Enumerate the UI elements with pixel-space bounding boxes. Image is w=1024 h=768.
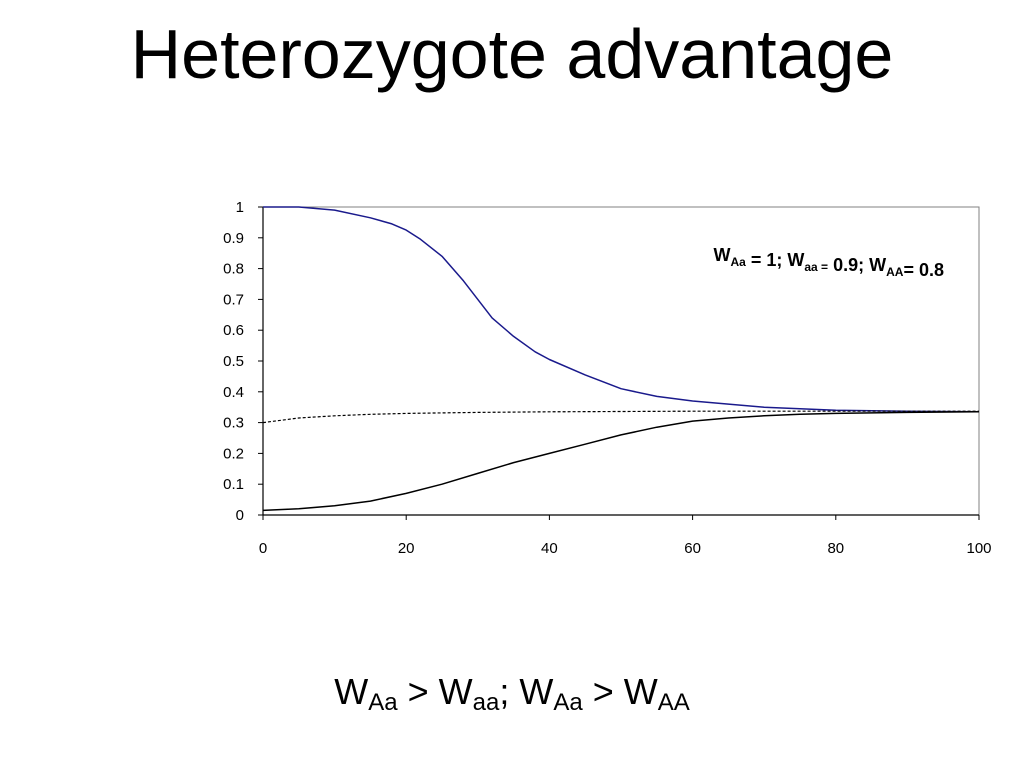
y-tick-label: 0 — [236, 507, 244, 524]
y-tick-label: 0.3 — [223, 415, 244, 432]
caption-operator: > — [582, 671, 624, 712]
annotation-text: = 0.8 — [903, 260, 944, 280]
x-tick-label: 80 — [827, 540, 844, 557]
fitness-annotation: WAa = 1; Waa = 0.9; WAA= 0.8 — [714, 245, 945, 280]
y-tick-label: 0.7 — [223, 291, 244, 308]
plot-area — [262, 206, 980, 516]
caption-operator: ; — [499, 671, 520, 712]
annotation-text: = 1; — [746, 250, 788, 270]
annotation-subscript: aa = — [804, 260, 828, 274]
x-tick-label: 40 — [541, 540, 558, 557]
y-tick-label: 1 — [236, 199, 244, 216]
caption-text: WAa > Waa; WAa > WAA — [334, 671, 689, 715]
caption-subscript: Aa — [553, 689, 583, 716]
y-tick-label: 0.6 — [223, 322, 244, 339]
x-tick-label: 60 — [684, 540, 701, 557]
caption-symbol: W — [334, 671, 369, 712]
slide-title: Heterozygote advantage — [130, 15, 894, 93]
caption-subscript: aa — [472, 689, 500, 716]
caption-symbol: W — [519, 671, 554, 712]
series-line-3 — [262, 410, 979, 424]
y-tick-label: 0.1 — [223, 476, 244, 493]
y-tick-label: 0.9 — [223, 230, 244, 247]
y-tick-label: 0.8 — [223, 261, 244, 278]
annotation-text: 0.9; — [828, 255, 869, 275]
caption-operator: > — [397, 671, 439, 712]
annotation-symbol: W — [869, 255, 886, 275]
series-lines — [262, 206, 980, 512]
x-tick-label: 20 — [398, 540, 415, 557]
fitness-caption: WAa > Waa; WAa > WAA — [0, 662, 1024, 722]
x-tick-label: 100 — [966, 540, 991, 557]
series-line-1 — [263, 206, 980, 413]
series-line-2 — [262, 411, 980, 512]
annotation-subscript: Aa — [731, 255, 747, 269]
annotation-symbol: W — [787, 250, 804, 270]
x-tick-label: 0 — [259, 540, 267, 557]
annotation-symbol: W — [714, 245, 731, 265]
caption-subscript: Aa — [368, 689, 398, 716]
y-tick-label: 0.5 — [223, 353, 244, 370]
y-tick-label: 0.4 — [223, 384, 244, 401]
annotation-subscript: AA — [886, 265, 904, 279]
caption-subscript: AA — [657, 689, 690, 716]
y-tick-label: 0.2 — [223, 445, 244, 462]
axis-ticks: 0 0.1 0.2 0.3 0.4 0.5 0.6 0.7 0.8 0.9 1 0 20 40 60 80 10… — [223, 199, 991, 557]
caption-symbol: W — [623, 671, 658, 712]
caption-symbol: W — [438, 671, 473, 712]
